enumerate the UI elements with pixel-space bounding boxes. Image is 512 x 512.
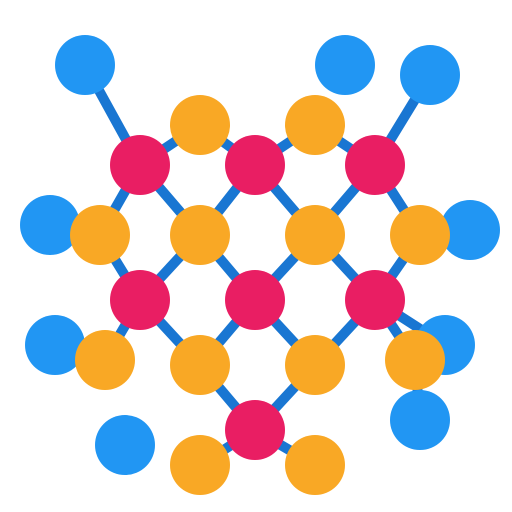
node-blue (20, 195, 80, 255)
node-orange (285, 95, 345, 155)
node-orange (285, 335, 345, 395)
node-orange (170, 205, 230, 265)
node-red (110, 135, 170, 195)
node-orange (170, 95, 230, 155)
node-blue (400, 45, 460, 105)
node-red (345, 270, 405, 330)
node-orange (70, 205, 130, 265)
node-blue (55, 35, 115, 95)
node-orange (390, 205, 450, 265)
node-orange (285, 435, 345, 495)
molecule-diagram (0, 0, 512, 512)
node-blue (315, 35, 375, 95)
nodes-layer (20, 35, 500, 495)
node-red (225, 400, 285, 460)
node-orange (75, 330, 135, 390)
node-orange (170, 335, 230, 395)
node-orange (385, 330, 445, 390)
node-red (225, 270, 285, 330)
node-red (345, 135, 405, 195)
node-blue (95, 415, 155, 475)
node-red (110, 270, 170, 330)
node-blue (390, 390, 450, 450)
node-orange (285, 205, 345, 265)
node-red (225, 135, 285, 195)
node-orange (170, 435, 230, 495)
